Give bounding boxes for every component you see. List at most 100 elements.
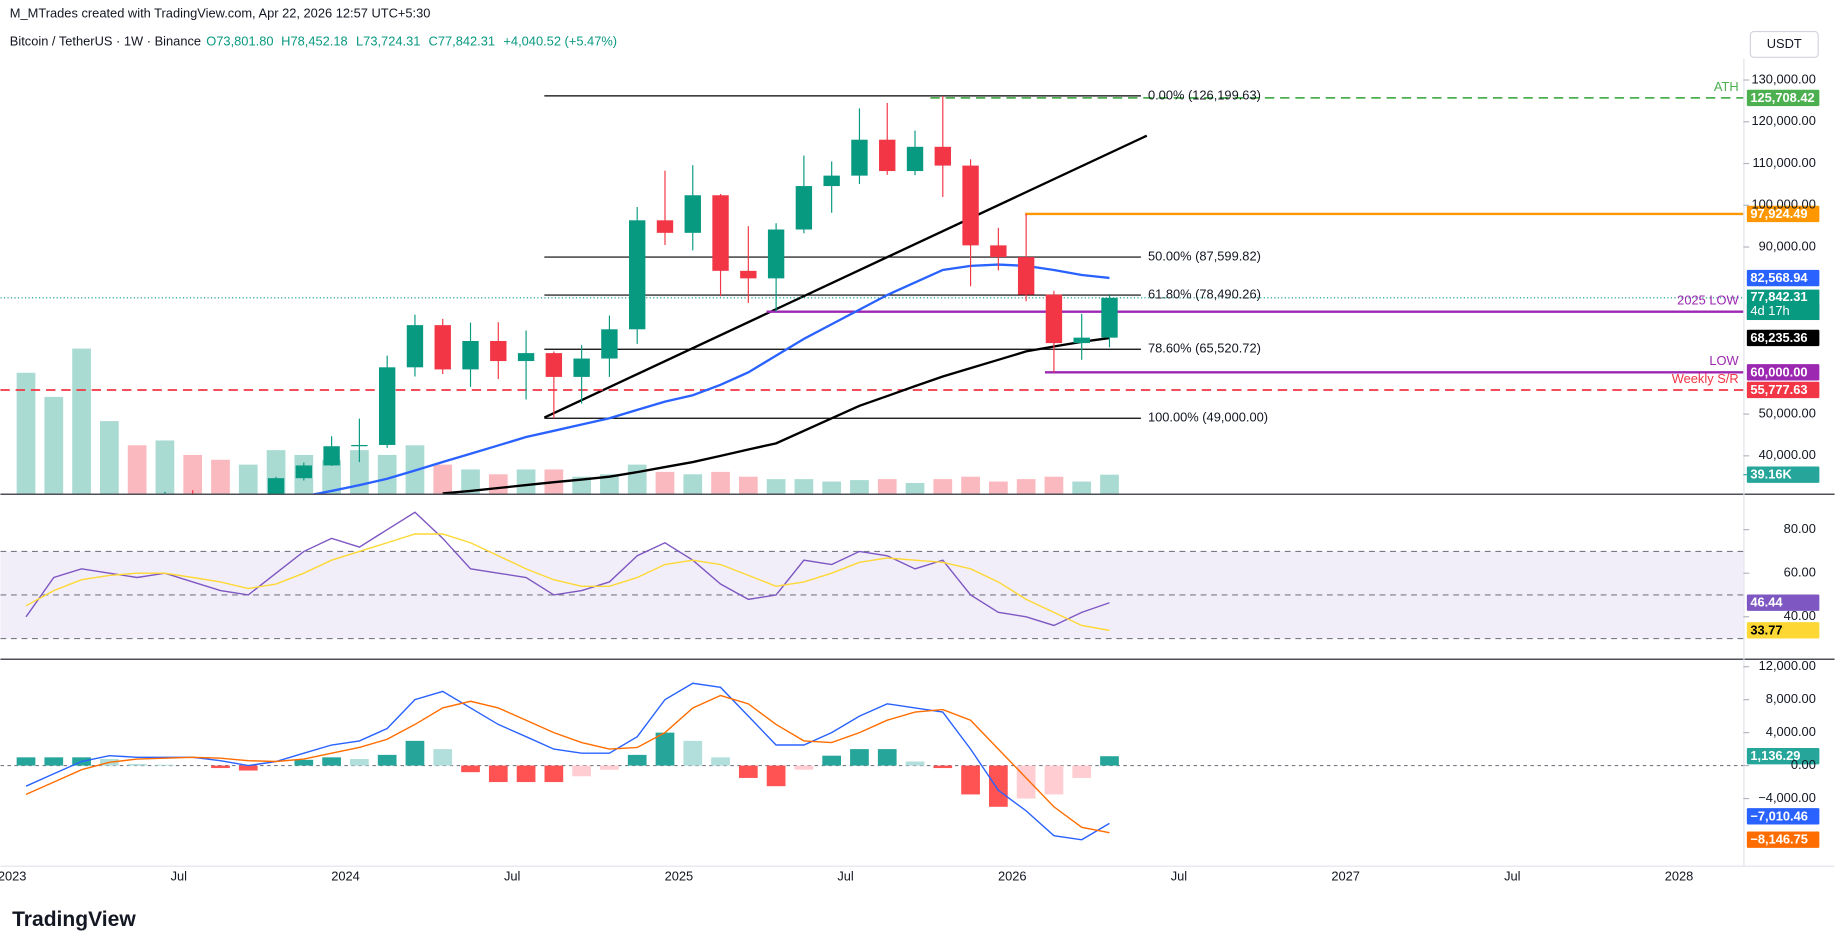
- histogram-bar: [822, 755, 842, 766]
- x-tick-label: Jul: [1504, 869, 1520, 884]
- volume-bar: [961, 476, 980, 494]
- price-label-box: [1746, 89, 1820, 107]
- price-label-box: [1746, 594, 1820, 611]
- candle-body: [267, 478, 285, 494]
- level-tag: LOW: [1709, 353, 1739, 368]
- volume-bar: [238, 464, 258, 494]
- y-tick-label: 100,000.00: [1751, 197, 1815, 212]
- candle-body: [684, 195, 701, 233]
- currency-button[interactable]: [1749, 30, 1819, 58]
- histogram-bar: [377, 754, 397, 766]
- macd-line: [25, 682, 1110, 841]
- candle-body: [934, 146, 951, 166]
- volume-bar: [322, 459, 341, 494]
- histogram-bar: [766, 765, 786, 787]
- high: H78,452.18: [281, 34, 348, 49]
- fib-label: 50.00% (87,599.82): [1148, 248, 1261, 263]
- volume-bar: [905, 482, 925, 494]
- change: +4,040.52 (+5.47%): [503, 34, 617, 49]
- price-label: 125,708.42: [1750, 90, 1814, 105]
- candle-body: [434, 325, 451, 370]
- low: L73,724.31: [356, 34, 420, 49]
- volume-bar: [794, 479, 814, 494]
- volume-bar: [877, 479, 897, 494]
- open: O73,801.80: [206, 34, 273, 49]
- price-label-box: [1746, 808, 1820, 825]
- volume-bar: [1072, 481, 1092, 494]
- histogram-bar: [961, 765, 980, 795]
- macd-line: [25, 694, 1110, 834]
- volume-bar: [72, 348, 91, 494]
- volume-bar: [127, 445, 147, 494]
- y-tick-label: 90,000.00: [1759, 238, 1816, 253]
- symbol: Bitcoin / TetherUS · 1W · Binance: [10, 34, 201, 49]
- x-tick-label: Jul: [837, 869, 853, 884]
- candle-body: [656, 220, 674, 233]
- candle-body: [573, 358, 590, 377]
- currency[interactable]: USDT: [1767, 36, 1802, 51]
- price-label: 68,235.36: [1750, 330, 1807, 345]
- candle-body: [323, 446, 340, 466]
- volume-bar: [433, 464, 453, 494]
- y-tick-label: 130,000.00: [1751, 71, 1815, 86]
- price-label-box: [1746, 748, 1820, 765]
- volume-bar: [461, 469, 480, 494]
- histogram-bar: [711, 757, 730, 766]
- y-tick-label: 40.00: [1784, 608, 1816, 623]
- y-tick-label: 0.00: [1791, 757, 1816, 772]
- candle-body: [712, 195, 729, 271]
- y-tick-label: 110,000.00: [1752, 155, 1815, 170]
- candle-body: [517, 353, 535, 362]
- volume-bar: [1016, 479, 1036, 494]
- price-label: −8,146.75: [1750, 832, 1808, 847]
- pane: [0, 511, 1744, 640]
- volume-bar: [516, 469, 536, 494]
- y-tick-label: 40,000.00: [1759, 447, 1816, 462]
- price-label-box: [1746, 381, 1820, 399]
- histogram-bar: [155, 764, 175, 766]
- y-tick-label: −4,000.00: [1758, 790, 1816, 805]
- y-tick-label: 60.00: [1784, 565, 1816, 580]
- histogram-bar: [516, 765, 536, 783]
- candle-body: [490, 340, 507, 362]
- histogram-bar: [627, 754, 647, 766]
- volume-bar: [627, 464, 647, 494]
- price-label: 1,136.29: [1750, 748, 1800, 763]
- pane: 0.00% (126,199.63) 50.00% (87,599.82) 61.8…: [1148, 79, 1820, 483]
- volume-bar: [99, 421, 119, 494]
- histogram-bar: [1072, 765, 1092, 778]
- volume-bar: [16, 372, 36, 494]
- y-tick-label: 80.00: [1784, 521, 1816, 536]
- price-label: 97,924.49: [1750, 206, 1807, 221]
- histogram-bar: [16, 757, 36, 766]
- volume-bar: [1044, 476, 1064, 494]
- price-label: 55,777.63: [1750, 382, 1807, 397]
- candle-body: [629, 220, 646, 330]
- y-tick-label: 50,000.00: [1759, 405, 1816, 420]
- histogram-bar: [1044, 765, 1064, 795]
- countdown: 4d 17h: [1750, 303, 1789, 318]
- candle-body: [295, 465, 313, 479]
- y-tick-label: 4,000.00: [1766, 724, 1816, 739]
- histogram-bar: [933, 765, 953, 769]
- histogram-bar: [322, 757, 341, 766]
- histogram-bar: [544, 765, 564, 783]
- candle-body: [851, 139, 868, 176]
- volume-bar: [766, 479, 786, 494]
- histogram-bar: [989, 765, 1008, 807]
- price-label: 60,000.00: [1750, 364, 1807, 379]
- histogram-bar: [683, 740, 703, 766]
- trend-line: [543, 134, 1148, 419]
- volume-bar: [488, 474, 508, 494]
- close: C77,842.31: [429, 34, 496, 49]
- histogram-bar: [738, 765, 758, 778]
- candle-body: [1045, 294, 1063, 344]
- candle-body: [1073, 337, 1090, 344]
- histogram-bar: [461, 765, 480, 773]
- volume-bar: [711, 471, 730, 494]
- x-tick-label: Jul: [504, 869, 520, 884]
- pane: 1,136.29 −7,010.46 −8,146.75: [1746, 748, 1820, 848]
- histogram-bar: [405, 740, 425, 766]
